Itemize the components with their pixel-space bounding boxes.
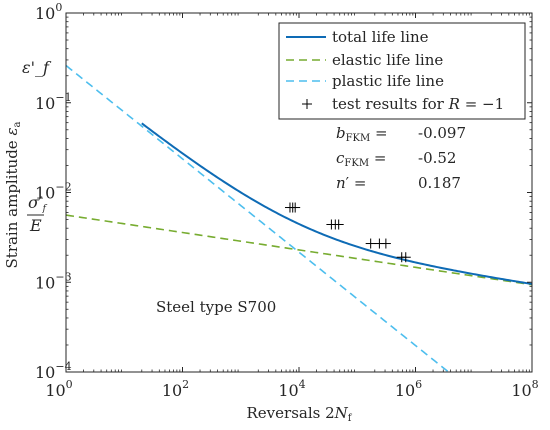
y-tick-label: 10−3: [35, 270, 72, 292]
y-axis-label: Strain amplitude εa: [3, 121, 23, 268]
x-axis-label: Reversals 2Nf: [247, 404, 353, 424]
legend-label-total: total life line: [332, 28, 429, 46]
annotation-c-value: -0.52: [418, 149, 456, 167]
annotation-n-value: 0.187: [418, 174, 461, 192]
annotation-b-label: bFKM =: [336, 124, 388, 144]
legend-label-plastic: plastic life line: [332, 72, 444, 90]
legend-label-test: test results for R = −1: [332, 95, 504, 113]
test-result-marker: [380, 238, 391, 249]
legend-box: [278, 22, 526, 120]
test-result-marker: [290, 202, 301, 213]
y-tick-label: 100: [35, 1, 62, 23]
material-label: Steel type S700: [156, 298, 276, 316]
plot-area: [66, 64, 532, 372]
y-marker-epsilon-f: ε'_f: [22, 58, 52, 77]
legend-swatch-test-marker: [302, 99, 312, 109]
x-tick-label: 106: [395, 378, 422, 400]
parameter-annotations: bFKM = -0.097 cFKM = -0.52 n′ = 0.187 St…: [156, 124, 466, 316]
annotation-b-value: -0.097: [418, 124, 466, 142]
annotation-c-label: cFKM =: [336, 149, 386, 169]
x-tick-label: 102: [162, 378, 189, 400]
legend-label-elastic: elastic life line: [332, 51, 443, 69]
test-result-marker: [400, 252, 411, 263]
test-result-marker: [333, 219, 344, 230]
series-line-elastic-life-line: [66, 214, 532, 286]
series-line-total-life-line: [141, 122, 532, 285]
x-tick-label: 104: [278, 378, 305, 400]
annotation-n-label: n′ =: [336, 174, 366, 192]
test-result-marker: [365, 238, 376, 249]
series-line-plastic-life-line: [66, 64, 450, 372]
svg-text:E: E: [29, 216, 42, 235]
x-tick-label: 108: [511, 378, 538, 400]
legend: total life line elastic life line plasti…: [278, 22, 526, 120]
